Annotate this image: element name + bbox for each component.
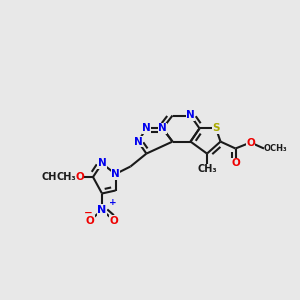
Text: N: N (158, 123, 167, 134)
Text: S: S (212, 123, 220, 134)
Text: N: N (186, 110, 195, 121)
Text: +: + (109, 198, 116, 207)
Text: CH₃: CH₃ (197, 164, 217, 175)
Text: CH₃: CH₃ (56, 172, 76, 182)
Text: N: N (111, 169, 120, 179)
Text: CH₃: CH₃ (42, 172, 62, 182)
Text: −: − (83, 208, 92, 218)
Text: O: O (75, 172, 84, 182)
Text: N: N (142, 123, 151, 134)
Text: N: N (98, 158, 106, 169)
Text: N: N (98, 205, 106, 215)
Text: O: O (110, 215, 118, 226)
Text: N: N (158, 123, 167, 134)
Text: OCH₃: OCH₃ (264, 144, 288, 153)
Text: N: N (134, 136, 142, 147)
Text: O: O (246, 137, 255, 148)
Text: O: O (231, 158, 240, 169)
Text: O: O (57, 172, 66, 182)
Text: O: O (85, 215, 94, 226)
